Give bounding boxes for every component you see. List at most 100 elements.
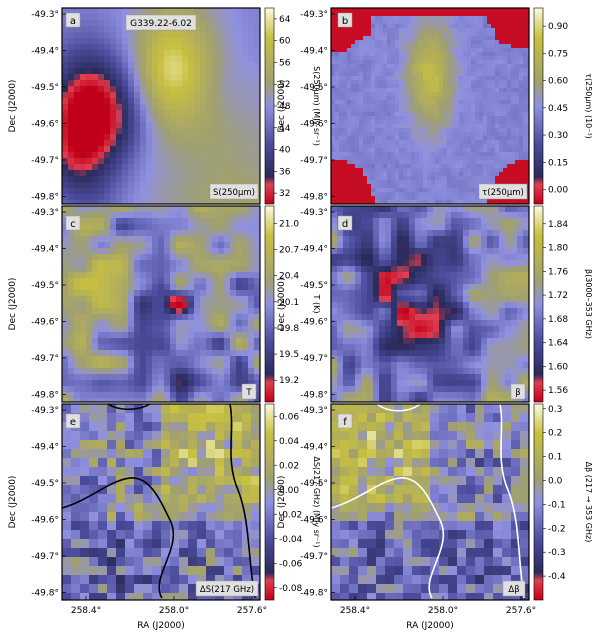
- dec-tick-label: -49.4°: [300, 245, 328, 255]
- colorbar-d-tick-label: 1.60: [548, 362, 568, 372]
- dec-tick-label: -49.4°: [31, 47, 59, 57]
- colorbar-d-tick-label: 1.76: [548, 267, 568, 277]
- dec-tick-label: -49.7°: [31, 552, 59, 562]
- colorbar-e-tick-label: -0.06: [279, 559, 303, 569]
- panel-e: e ΔS(217 GHz): [62, 404, 260, 600]
- colorbar-a-tick-label: 40: [279, 146, 291, 156]
- dec-tick-label: -49.5°: [300, 83, 328, 93]
- colorbar-d-tick-label: 1.84: [548, 220, 568, 230]
- dec-axis-label: Dec (J2000): [277, 278, 287, 331]
- colorbar-e: [265, 404, 274, 600]
- colorbar-d-tick-label: 1.56: [548, 386, 568, 396]
- colorbar-b-label: τ(250μm) (10⁻³): [584, 73, 593, 139]
- colorbar-b-tick-label: 0.45: [548, 104, 568, 114]
- colorbar-f-tick-label: -0.1: [548, 500, 566, 510]
- dec-tick-label: -49.8°: [300, 589, 328, 599]
- ra-axis-label: RA (J2000): [406, 621, 454, 631]
- colorbar-d: [534, 206, 543, 402]
- panel-b: b τ(250μm): [331, 8, 529, 204]
- dec-tick-label: -49.5°: [31, 83, 59, 93]
- colorbar-d-label: β(3000–353 GHz): [584, 269, 593, 339]
- dec-axis-label: Dec (J2000): [277, 80, 287, 133]
- dec-tick-label: -49.5°: [31, 479, 59, 489]
- map-label-a: S(250μm): [213, 188, 255, 198]
- panel-f: f Δβ: [331, 404, 529, 600]
- dec-tick-label: -49.5°: [31, 281, 59, 291]
- dec-tick-label: -49.6°: [31, 516, 59, 526]
- dec-tick-label: -49.6°: [31, 318, 59, 328]
- dec-tick-label: -49.3°: [300, 10, 328, 20]
- panel-c: c T: [62, 206, 260, 402]
- colorbar-f: [534, 404, 543, 600]
- colorbar-b-tick-label: 0.15: [548, 158, 568, 168]
- dec-tick-label: -49.6°: [300, 318, 328, 328]
- dec-tick-label: -49.7°: [31, 354, 59, 364]
- map-label-d: β: [515, 388, 520, 398]
- colorbar-b-tick-label: 0.30: [548, 131, 568, 141]
- dec-axis-label: Dec (J2000): [8, 80, 18, 133]
- heatmap-c: [62, 206, 260, 402]
- colorbar-f-tick-label: 0.0: [548, 476, 563, 486]
- panel-title-a: G339.22-6.02: [130, 19, 192, 29]
- dec-tick-label: -49.4°: [31, 245, 59, 255]
- colorbar-f-tick-label: -0.4: [548, 572, 566, 582]
- colorbar-f-tick-label: 0.1: [548, 453, 562, 463]
- dec-tick-label: -49.6°: [300, 120, 328, 130]
- ra-tick-label: 257.6°: [237, 606, 267, 616]
- colorbar-b-tick-label: 0.90: [548, 22, 568, 32]
- colorbar-a-tick-label: 56: [279, 58, 291, 68]
- colorbar-a-tick-label: 32: [279, 189, 290, 199]
- dec-tick-label: -49.3°: [31, 208, 59, 218]
- ra-tick-label: 258.0°: [428, 606, 458, 616]
- ra-tick-label: 258.4°: [340, 606, 370, 616]
- colorbar-b-tick-label: 0.75: [548, 49, 568, 59]
- colorbar-c-label: T (K): [312, 294, 321, 314]
- colorbar-b: [534, 8, 543, 204]
- map-label-b: τ(250μm): [482, 188, 524, 198]
- colorbar-b-tick-label: 0.60: [548, 77, 568, 87]
- colorbar-a-label: S(250μm) (MJy sr⁻¹): [312, 66, 321, 146]
- panel-letter-f: f: [343, 417, 347, 428]
- colorbar-e-tick-label: 0.06: [279, 412, 299, 422]
- map-label-e: ΔS(217 GHz): [200, 585, 254, 595]
- dec-tick-label: -49.8°: [300, 391, 328, 401]
- ra-axis-label: RA (J2000): [137, 621, 185, 631]
- ra-tick-label: 257.6°: [506, 606, 536, 616]
- dec-tick-label: -49.3°: [300, 208, 328, 218]
- colorbar-d-tick-label: 1.80: [548, 244, 568, 254]
- colorbar-d-tick-label: 1.64: [548, 339, 568, 349]
- colorbar-e-label: ΔS(217 GHz) (MJy sr⁻¹): [312, 456, 321, 547]
- colorbar-c-tick-label: 19.2: [279, 376, 299, 386]
- dec-tick-label: -49.7°: [300, 354, 328, 364]
- colorbar-c-tick-label: 20.7: [279, 246, 299, 256]
- dec-tick-label: -49.3°: [300, 406, 328, 416]
- dec-tick-label: -49.8°: [31, 193, 59, 203]
- panel-letter-e: e: [70, 417, 76, 428]
- dec-tick-label: -49.4°: [300, 443, 328, 453]
- dec-axis-label: Dec (J2000): [8, 476, 18, 529]
- dec-tick-label: -49.3°: [31, 10, 59, 20]
- heatmap-a: [62, 8, 260, 204]
- ra-tick-label: 258.4°: [71, 606, 101, 616]
- panel-letter-c: c: [70, 219, 76, 230]
- colorbar-e-tick-label: 0.02: [279, 461, 299, 471]
- colorbar-c: [265, 206, 274, 402]
- panel-letter-b: b: [342, 16, 348, 27]
- colorbar-a-tick-label: 64: [279, 15, 291, 25]
- panel-letter-a: a: [70, 16, 76, 27]
- colorbar-e-tick-label: 0.04: [279, 437, 299, 447]
- ra-tick-label: 258.0°: [159, 606, 189, 616]
- dec-tick-label: -49.3°: [31, 406, 59, 416]
- colorbar-f-tick-label: -0.3: [548, 548, 566, 558]
- map-label-f: Δβ: [508, 585, 519, 595]
- dec-tick-label: -49.5°: [300, 479, 328, 489]
- heatmap-d: [331, 206, 529, 402]
- panel-d: d β: [331, 206, 529, 402]
- colorbar-d-tick-label: 1.72: [548, 291, 568, 301]
- dec-tick-label: -49.4°: [31, 443, 59, 453]
- dec-tick-label: -49.4°: [300, 47, 328, 57]
- dec-axis-label: Dec (J2000): [8, 278, 18, 331]
- ra-axes: 258.4° 258.0° 257.6° RA (J2000) 258.4° 258.0°…: [71, 596, 536, 631]
- dec-tick-label: -49.5°: [300, 281, 328, 291]
